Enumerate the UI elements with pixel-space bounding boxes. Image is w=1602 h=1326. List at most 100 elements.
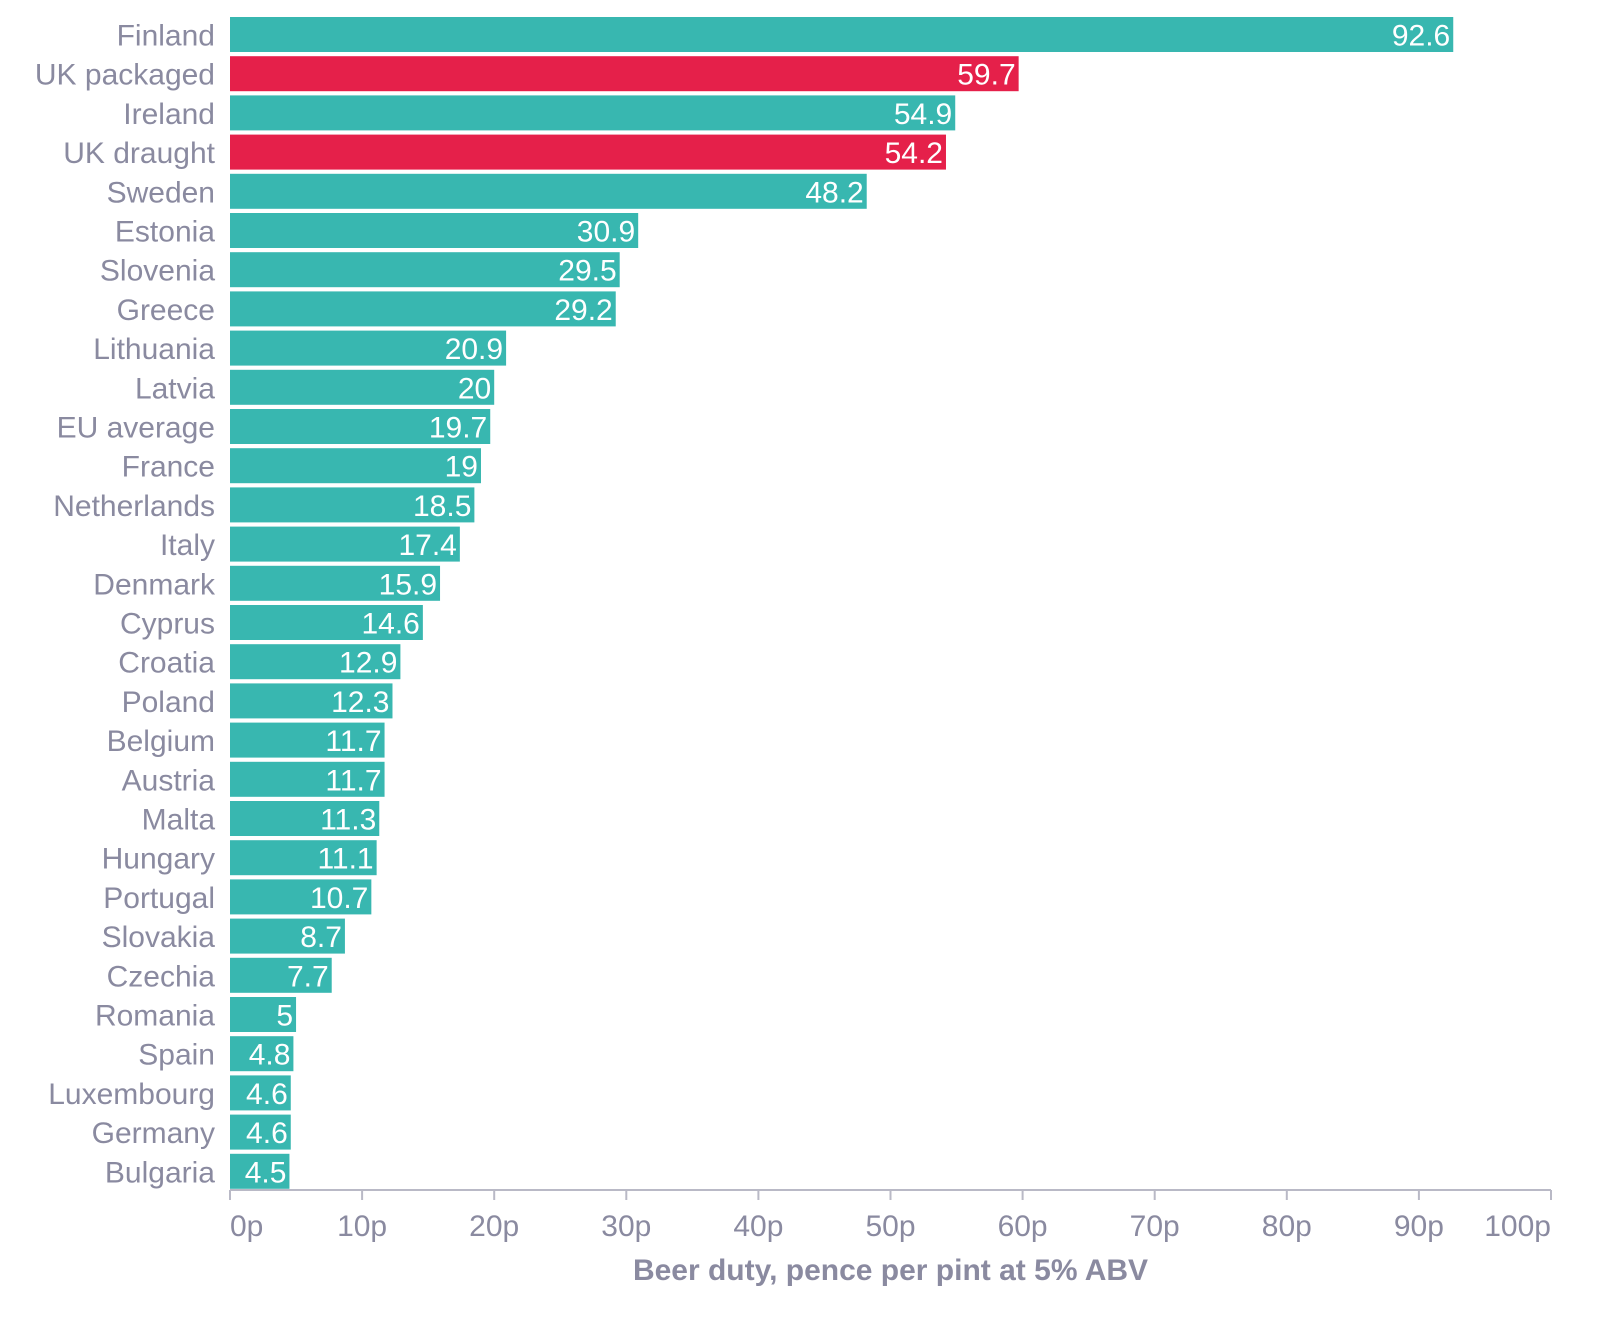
bar-value-label: 11.3	[320, 804, 376, 837]
category-label: France	[122, 451, 215, 484]
category-label: Slovakia	[102, 921, 216, 954]
category-label: Spain	[138, 1039, 215, 1072]
bar	[230, 644, 401, 680]
category-label: Slovenia	[100, 255, 215, 288]
category-label: Malta	[142, 804, 216, 837]
category-label: Hungary	[102, 843, 215, 876]
bar-value-label: 15.9	[379, 568, 437, 601]
bar-value-label: 4.6	[246, 1078, 288, 1111]
category-label: Denmark	[93, 568, 216, 601]
bar	[230, 1075, 291, 1111]
category-labels: Finland UK packaged Ireland UK draught Swede…	[35, 20, 216, 1190]
bar-value-label: 14.6	[361, 608, 419, 641]
bar	[230, 840, 377, 876]
bar-value-label: 20	[458, 372, 491, 405]
bar	[230, 369, 495, 405]
category-label: Czechia	[107, 960, 216, 993]
bar	[230, 1036, 294, 1072]
category-label: Poland	[122, 686, 215, 719]
category-label: Italy	[160, 529, 215, 562]
bar	[230, 997, 297, 1032]
category-label: Belgium	[107, 725, 215, 758]
bar-value-label: 30.9	[577, 216, 635, 249]
category-label: Latvia	[135, 372, 215, 405]
bar	[230, 95, 956, 131]
category-label: Finland	[117, 20, 215, 53]
bar-value-label: 54.2	[885, 137, 943, 170]
category-label: Estonia	[115, 216, 215, 249]
x-tick-label: 50p	[865, 1210, 915, 1243]
bar-value-label: 19	[445, 451, 478, 484]
category-label: Lithuania	[93, 333, 215, 366]
bar-value-label: 29.5	[558, 255, 616, 288]
x-tick-label: 30p	[601, 1210, 651, 1243]
bar	[230, 879, 372, 915]
x-tick-label: 90p	[1394, 1210, 1444, 1243]
bar-value-label: 48.2	[805, 176, 863, 209]
bar-value-label: 7.7	[287, 960, 329, 993]
bar-value-label: 12.3	[331, 686, 389, 719]
bar-value-label: 11.7	[325, 764, 381, 797]
x-tick-label: 10p	[337, 1210, 387, 1243]
category-label: UK draught	[63, 137, 215, 170]
bar	[230, 173, 867, 209]
bar	[230, 291, 616, 327]
category-label: Croatia	[118, 647, 215, 680]
bar-value-label: 4.6	[246, 1117, 288, 1150]
bar-value-label: 10.7	[310, 882, 368, 915]
bars-layer	[230, 17, 1454, 1189]
category-label: Cyprus	[120, 608, 215, 641]
bar	[230, 565, 441, 601]
bar-value-label: 19.7	[429, 412, 487, 445]
x-tick-label: 80p	[1262, 1210, 1312, 1243]
bar	[230, 1153, 290, 1189]
bar-value-label: 92.6	[1392, 20, 1450, 53]
bar-value-label: 54.9	[894, 98, 952, 131]
category-label: Romania	[95, 1000, 215, 1033]
bar-value-label: 18.5	[413, 490, 471, 523]
bar	[230, 330, 507, 366]
category-label: Portugal	[103, 882, 215, 915]
bar-value-label: 59.7	[957, 59, 1015, 92]
bar	[230, 252, 620, 288]
x-axis: 0p 10p 20p 30p 40p 50p 60p 70p 80p 90p 100p	[229, 1189, 1552, 1243]
bar-value-label: 12.9	[339, 647, 397, 680]
bar	[230, 134, 946, 170]
bar-value-label: 8.7	[300, 921, 342, 954]
bar	[230, 448, 481, 484]
bar	[230, 801, 380, 836]
bar	[230, 56, 1019, 92]
category-label: Ireland	[123, 98, 215, 131]
bar	[230, 722, 385, 758]
bar	[230, 409, 491, 444]
bar-value-label: 4.8	[249, 1039, 291, 1072]
category-label: Austria	[122, 764, 216, 797]
x-tick-label: 70p	[1130, 1210, 1180, 1243]
bar	[230, 487, 475, 523]
x-tick-label: 0p	[230, 1210, 263, 1243]
category-label: Bulgaria	[105, 1156, 215, 1189]
bar-value-label: 5	[276, 1000, 293, 1033]
bar	[230, 1114, 291, 1150]
category-label: Luxembourg	[48, 1078, 215, 1111]
x-tick-label: 40p	[733, 1210, 783, 1243]
bar	[230, 526, 460, 562]
x-tick-label: 60p	[998, 1210, 1048, 1243]
bar-value-label: 4.5	[245, 1156, 287, 1189]
value-labels: 92.6 59.754.9 54.2 48.2 30.9 29.5 29.2 20.9 20 19…	[245, 20, 1451, 1190]
category-label: Sweden	[107, 176, 215, 209]
category-label: Netherlands	[53, 490, 215, 523]
bar	[230, 957, 332, 993]
category-label: Germany	[92, 1117, 215, 1150]
bar	[230, 918, 345, 954]
bar	[230, 605, 423, 640]
category-label: Greece	[117, 294, 215, 327]
category-label: EU average	[57, 412, 215, 445]
bar-value-label: 11.7	[325, 725, 381, 758]
x-tick-label: 20p	[469, 1210, 519, 1243]
x-axis-title: Beer duty, pence per pint at 5% ABV	[633, 1254, 1148, 1287]
category-label: UK packaged	[35, 59, 215, 92]
bar	[230, 17, 1454, 52]
